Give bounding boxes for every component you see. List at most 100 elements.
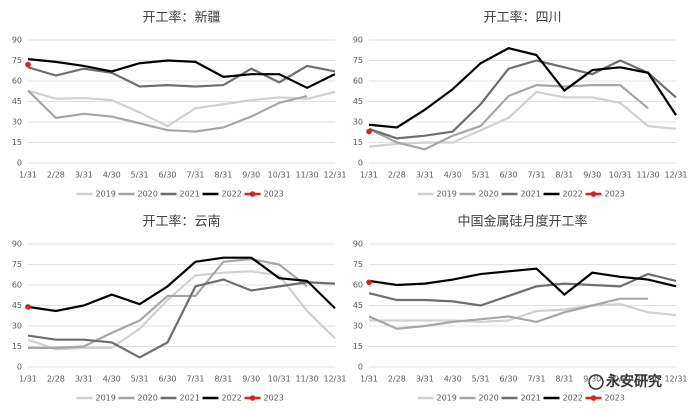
x-tick-label: 2/28 (388, 171, 406, 180)
x-tick-label: 3/31 (416, 375, 434, 384)
legend-label: 2019 (96, 190, 116, 199)
series-line (27, 278, 336, 359)
series-line (27, 89, 336, 128)
legend-marker (249, 395, 256, 401)
x-tick-label: 9/30 (242, 171, 260, 180)
y-tick-label: 45 (353, 301, 363, 310)
x-tick-label: 6/30 (500, 375, 518, 384)
legend-label: 2023 (264, 190, 284, 199)
x-tick-label: 5/31 (131, 171, 149, 180)
legend-marker (249, 191, 256, 197)
series-line (27, 58, 336, 90)
series-line (368, 297, 649, 330)
chart-title: 开工率：云南 (142, 214, 220, 230)
legend-label: 2022 (563, 394, 583, 403)
series-marker (25, 61, 31, 68)
y-tick-label: 15 (353, 342, 363, 351)
series-line (369, 303, 677, 324)
y-tick-label: 60 (353, 77, 363, 86)
y-tick-label: 30 (353, 118, 363, 127)
series-line (27, 64, 336, 88)
x-tick-label: 7/31 (527, 375, 545, 384)
y-tick-label: 90 (12, 240, 22, 249)
x-tick-label: 4/30 (444, 171, 462, 180)
x-tick-label: 6/30 (159, 375, 177, 384)
x-tick-label: 11/30 (296, 171, 319, 180)
x-tick-label: 10/31 (268, 171, 291, 180)
x-tick-label: 12/31 (323, 171, 346, 180)
legend-label: 2021 (180, 394, 200, 403)
x-tick-label: 8/31 (555, 375, 573, 384)
series-line (368, 90, 677, 148)
y-tick-label: 75 (12, 260, 22, 269)
x-tick-label: 12/31 (323, 375, 346, 384)
x-tick-label: 2/28 (388, 375, 406, 384)
x-tick-label: 2/28 (47, 375, 65, 384)
legend-label: 2020 (479, 190, 499, 199)
x-tick-label: 8/31 (214, 171, 232, 180)
x-tick-label: 9/30 (242, 375, 260, 384)
watermark-icon (588, 374, 604, 390)
x-tick-label: 4/30 (103, 375, 121, 384)
y-tick-label: 75 (12, 56, 22, 65)
x-tick-label: 5/31 (131, 375, 149, 384)
legend-label: 2020 (138, 394, 158, 403)
legend-label: 2023 (264, 394, 284, 403)
series-line (27, 256, 336, 313)
y-tick-label: 60 (353, 281, 363, 290)
y-tick-label: 0 (17, 159, 22, 168)
y-tick-label: 90 (353, 240, 363, 249)
legend-label: 2021 (180, 190, 200, 199)
x-tick-label: 9/30 (583, 171, 601, 180)
y-tick-label: 15 (12, 138, 22, 147)
x-tick-label: 1/31 (360, 171, 378, 180)
x-tick-label: 11/30 (637, 375, 660, 384)
x-tick-label: 4/30 (444, 375, 462, 384)
series-line (368, 267, 677, 297)
y-tick-label: 30 (12, 118, 22, 127)
series-marker (366, 128, 372, 135)
x-tick-label: 1/31 (19, 171, 37, 180)
y-tick-label: 45 (12, 301, 22, 310)
legend-label: 2019 (96, 394, 116, 403)
series-line (368, 83, 649, 151)
y-tick-label: 75 (353, 260, 363, 269)
legend-label: 2019 (437, 394, 457, 403)
y-tick-label: 0 (358, 363, 363, 372)
x-tick-label: 1/31 (19, 375, 37, 384)
y-tick-label: 90 (353, 36, 363, 45)
x-tick-label: 4/30 (103, 171, 121, 180)
legend-label: 2022 (222, 190, 242, 199)
legend-label: 2020 (138, 190, 158, 199)
series-line (368, 59, 677, 140)
y-tick-label: 15 (12, 342, 22, 351)
legend-label: 2023 (605, 394, 625, 403)
x-tick-label: 5/31 (472, 171, 490, 180)
legend-label: 2022 (222, 394, 242, 403)
x-tick-label: 10/31 (609, 375, 632, 384)
legend-label: 2020 (479, 394, 499, 403)
chart-title: 开工率：四川 (483, 10, 561, 26)
y-tick-label: 0 (358, 159, 363, 168)
x-tick-label: 6/30 (500, 171, 518, 180)
legend-marker (590, 191, 597, 197)
chart-title: 中国金属硅月度开工率 (457, 214, 587, 230)
series-line (368, 272, 677, 307)
y-tick-label: 75 (353, 56, 363, 65)
legend-label: 2021 (521, 394, 541, 403)
series-line (368, 47, 677, 129)
x-tick-label: 8/31 (214, 375, 232, 384)
y-tick-label: 30 (12, 322, 22, 331)
x-tick-label: 6/30 (159, 171, 177, 180)
x-tick-label: 10/31 (268, 375, 291, 384)
x-tick-label: 11/30 (296, 375, 319, 384)
legend-marker (590, 395, 597, 401)
legend-label: 2023 (605, 190, 625, 199)
y-tick-label: 60 (12, 281, 22, 290)
x-tick-label: 7/31 (186, 171, 204, 180)
y-tick-label: 90 (12, 36, 22, 45)
x-tick-label: 7/31 (527, 171, 545, 180)
x-tick-label: 7/31 (186, 375, 204, 384)
legend-label: 2019 (437, 190, 457, 199)
